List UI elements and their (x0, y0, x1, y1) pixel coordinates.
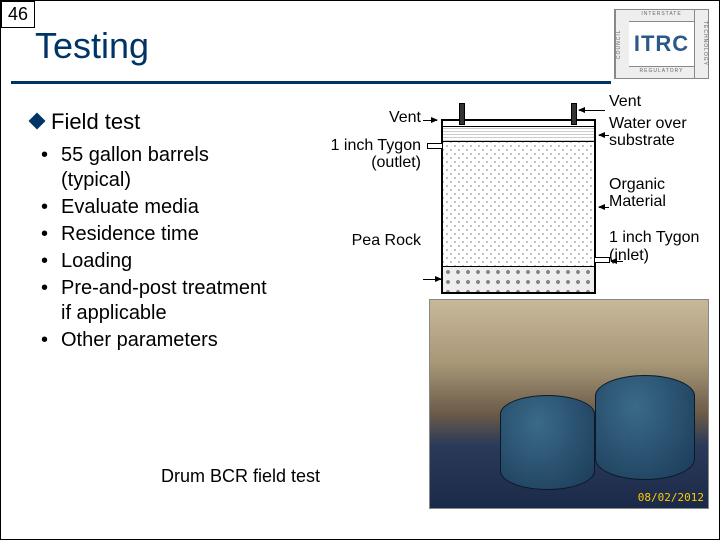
logo-main-text: ITRC (629, 22, 694, 66)
diagram-labels-left: Vent 1 inch Tygon (outlet) Pea Rock (301, 109, 421, 253)
field-photo: 08/02/2012 (429, 299, 709, 509)
logo-right-text: TECHNOLOGY (694, 10, 708, 78)
barrel-outline (441, 119, 596, 294)
label-vent-right: Vent (609, 93, 717, 111)
logo-left-text: COUNCIL (615, 10, 629, 78)
inlet-pipe (594, 257, 610, 263)
barrel-layer-water (443, 127, 594, 142)
page-title: Testing (35, 25, 149, 67)
barrel-layer-rock (443, 267, 594, 292)
list-item: 55 gallon barrels (typical) (61, 143, 281, 193)
heading-text: Field test (51, 109, 140, 134)
arrow-vent-left (423, 120, 437, 121)
logo-top-text: INTERSTATE (629, 10, 694, 22)
label-water: Water over substrate (609, 115, 717, 150)
list-item: Evaluate media (61, 195, 281, 220)
diagram-labels-right: Vent Water over substrate Organic Materi… (609, 93, 717, 268)
itrc-logo: COUNCIL INTERSTATE ITRC REGULATORY TECHN… (614, 9, 709, 79)
vent-pipe-right (571, 103, 577, 125)
list-item: Residence time (61, 222, 281, 247)
content-main: Field test 55 gallon barrels (typical) E… (31, 109, 281, 355)
arrow-inlet (611, 261, 623, 262)
list-item: Pre-and-post treatment if applicable (61, 276, 281, 326)
barrel-layer-organic (443, 142, 594, 267)
label-inlet: 1 inch Tygon (inlet) (609, 229, 717, 264)
photo-caption: Drum BCR field test (161, 466, 320, 487)
label-vent-left: Vent (301, 109, 421, 127)
photo-timestamp: 08/02/2012 (638, 491, 704, 504)
slide: 46 COUNCIL INTERSTATE ITRC REGULATORY TE… (0, 0, 720, 540)
heading: Field test (31, 109, 281, 135)
photo-drum (500, 395, 595, 490)
logo-bottom-text: REGULATORY (629, 66, 694, 78)
label-pearock: Pea Rock (301, 232, 421, 250)
list-item: Loading (61, 249, 281, 274)
title-underline (11, 81, 611, 84)
barrel-diagram (431, 109, 606, 299)
label-outlet: 1 inch Tygon (outlet) (301, 137, 421, 172)
arrow-vent-right (579, 110, 605, 111)
photo-drum (595, 375, 695, 480)
arrow-organic (599, 207, 609, 208)
diamond-bullet-icon (29, 113, 46, 130)
outlet-pipe (427, 143, 443, 149)
bullet-list: 55 gallon barrels (typical) Evaluate med… (31, 143, 281, 353)
arrow-pearock (423, 279, 441, 280)
label-organic: Organic Material (609, 176, 717, 211)
page-number: 46 (1, 1, 35, 28)
arrow-water (599, 135, 609, 136)
list-item: Other parameters (61, 328, 281, 353)
vent-pipe-left (459, 103, 465, 125)
